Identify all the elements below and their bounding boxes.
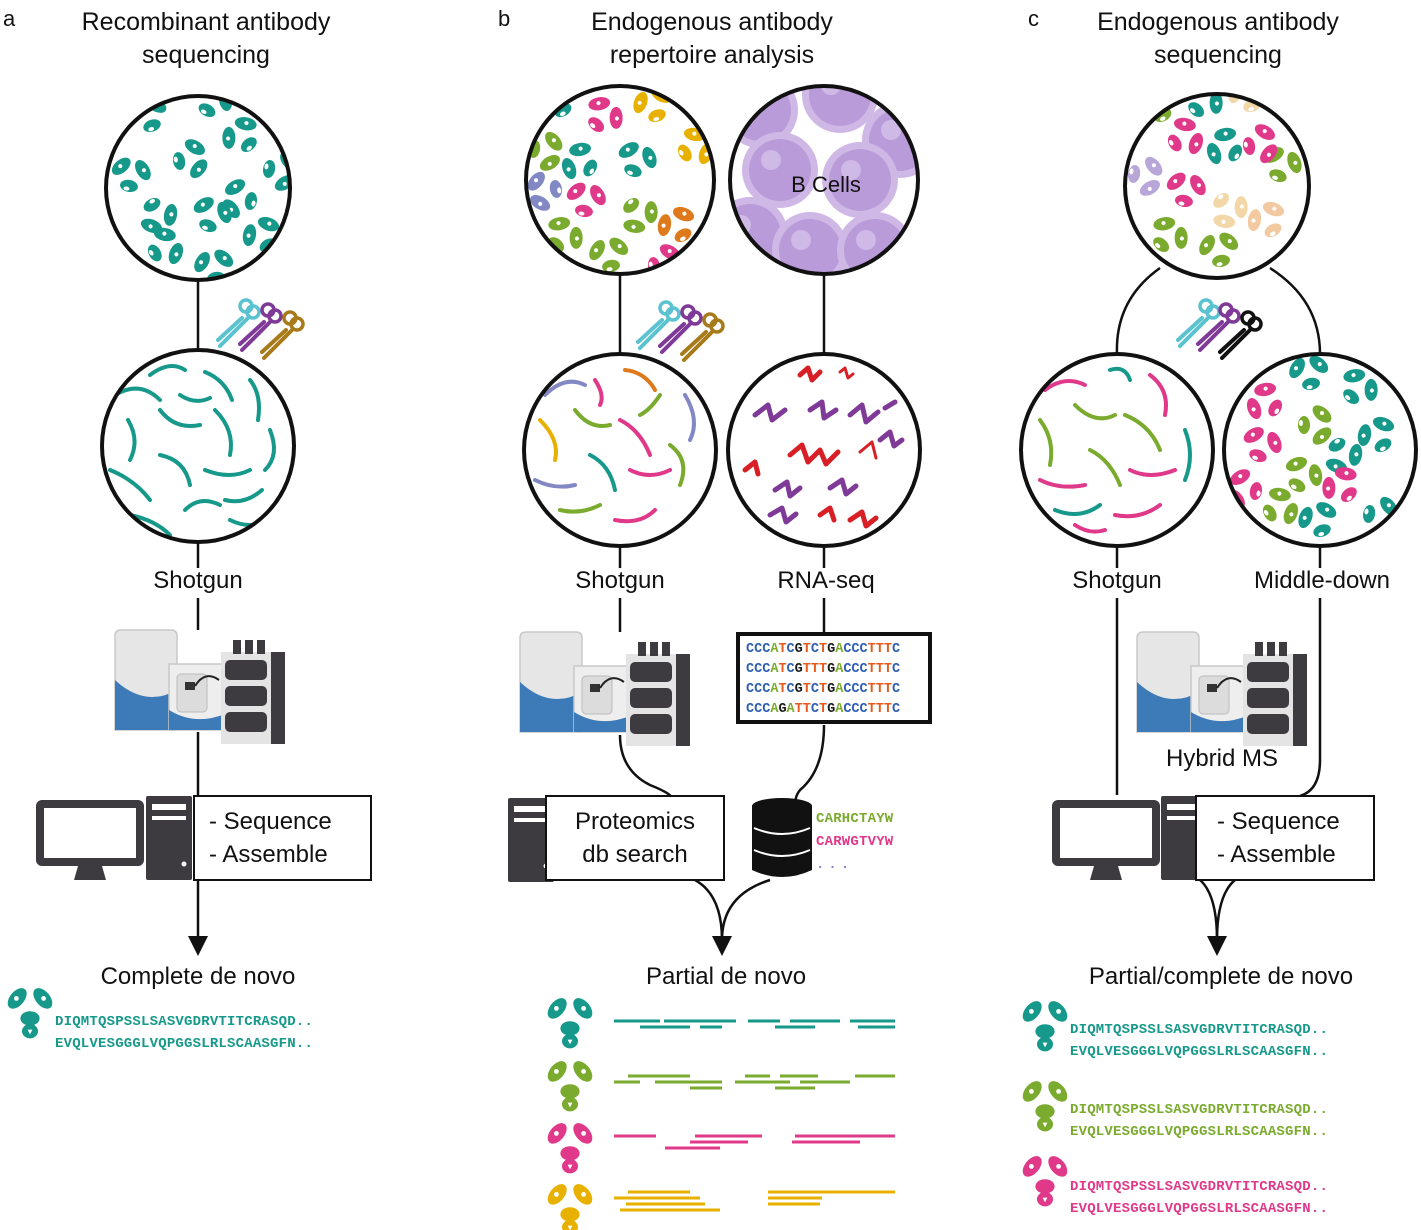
database-icon — [752, 798, 812, 877]
rna-read: CCCATCGTTTGACCCTTTC — [746, 662, 901, 677]
db-more: ... — [816, 857, 854, 873]
panel-b-graphics — [508, 84, 922, 1230]
mass-spectrometer-c — [1136, 631, 1308, 747]
scissors-c — [1176, 298, 1263, 360]
panel-c-title-line2: sequencing — [1154, 41, 1282, 69]
panel-b-letter: b — [498, 6, 511, 31]
panel-a-graphics — [3, 94, 305, 1039]
panel-b-title: Endogenous antibody repertoire analysis — [591, 6, 833, 72]
panel-c-box-line1: - Sequence — [1217, 808, 1340, 835]
computer-monitor-a — [36, 800, 144, 880]
scissors-b — [636, 300, 725, 362]
peptide-circle-b — [533, 368, 696, 524]
panel-a-title-line1: Recombinant antibody — [81, 8, 331, 36]
panel-c-green-seq2: EVQLVESGGGLVQPGGSLRLSCAASGFN.. — [1070, 1124, 1329, 1140]
panel-c-pink-seq2: EVQLVESGGGLVQPGGSLRLSCAASGFN.. — [1070, 1201, 1329, 1217]
panel-c-teal-seq2: EVQLVESGGGLVQPGGSLRLSCAASGFN.. — [1070, 1044, 1329, 1060]
panel-c-box-line2: - Assemble — [1217, 841, 1336, 868]
panel-c-teal-seq1: DIQMTQSPSSLSASVGDRVTITCRASQD.. — [1070, 1022, 1329, 1038]
panel-b-result-label: Partial de novo — [645, 963, 807, 990]
panel-c-title-line1: Endogenous antibody — [1097, 8, 1339, 36]
panel-c-green-seq1: DIQMTQSPSSLSASVGDRVTITCRASQD.. — [1070, 1102, 1329, 1118]
panel-c-result-label: Partial/complete de novo — [1088, 963, 1354, 990]
scissors-a — [216, 298, 305, 360]
panel-c-letter: c — [1028, 6, 1039, 31]
panel-b-method-left: Shotgun — [575, 567, 665, 594]
panel-b-box-line1: Proteomics — [574, 808, 696, 835]
panel-b-analysis-box: Proteomics db search — [545, 795, 725, 881]
panel-c-graphics — [1018, 92, 1418, 1207]
rna-read: CCCATCGTCTGACCCTTTC — [746, 682, 901, 697]
mass-spectrometer-a — [114, 629, 286, 745]
panel-c-sequences-pink: DIQMTQSPSSLSASVGDRVTITCRASQD.. EVQLVESGG… — [1070, 1176, 1328, 1220]
coverage-lines-pink — [614, 1134, 895, 1150]
panel-a-title-line2: sequencing — [142, 41, 270, 69]
panel-a-method-label: Shotgun — [153, 567, 243, 594]
antibody-results-c — [1018, 997, 1072, 1207]
rna-seq-reads-box: CCCATCGTCTGACCCTTTC CCCATCGTTTGACCCTTTC … — [736, 632, 932, 724]
panel-a-title: Recombinant antibody sequencing — [82, 6, 331, 72]
antibody-results-b — [543, 994, 597, 1230]
panel-c-sequences-green: DIQMTQSPSSLSASVGDRVTITCRASQD.. EVQLVESGG… — [1070, 1099, 1328, 1143]
computer-tower-a — [146, 796, 192, 880]
panel-a-box-line1: - Sequence — [209, 808, 332, 835]
panel-a-seq2: EVQLVESGGGLVQPGGSLRLSCAASGFN.. — [55, 1036, 314, 1052]
coverage-lines-teal — [614, 1019, 895, 1029]
antibody-result-a — [3, 984, 57, 1039]
peptide-circle-c — [1038, 366, 1192, 534]
b-cells-label: B Cells — [791, 172, 861, 197]
panel-b-title-line2: repertoire analysis — [609, 41, 815, 69]
coverage-lines-green — [614, 1074, 895, 1090]
peptide-circle-a — [108, 364, 276, 537]
panel-a-box-line2: - Assemble — [209, 841, 328, 868]
coverage-lines-yellow — [614, 1190, 895, 1212]
mass-spectrometer-b — [519, 631, 691, 747]
hybrid-ms-label: Hybrid MS — [1165, 745, 1279, 772]
panel-b-title-line1: Endogenous antibody — [591, 8, 833, 36]
panel-b-method-right: RNA-seq — [777, 567, 875, 594]
panel-a-letter: a — [3, 6, 16, 31]
panel-c-title: Endogenous antibody sequencing — [1097, 6, 1339, 72]
db-seq2: CARWGTVYW — [816, 834, 894, 850]
db-seq1: CARHCTAYW — [816, 811, 894, 827]
database-sequences: CARHCTAYW CARWGTVYW ... — [816, 808, 893, 877]
endogenous-antibody-circle-c — [1125, 94, 1309, 271]
panel-c-method-left: Shotgun — [1072, 567, 1162, 594]
rna-read: CCCAGATTCTGACCCTTTC — [746, 702, 901, 717]
panel-a-seq1: DIQMTQSPSSLSASVGDRVTITCRASQD.. — [55, 1014, 314, 1030]
rna-read: CCCATCGTCTGACCCTTTC — [746, 642, 901, 657]
panel-a-sequences: DIQMTQSPSSLSASVGDRVTITCRASQD.. EVQLVESGG… — [55, 1011, 313, 1055]
panel-a-result-label: Complete de novo — [100, 963, 296, 990]
panel-b-box-line2: db search — [582, 841, 688, 868]
panel-a-analysis-box: - Sequence - Assemble — [193, 795, 372, 881]
computer-monitor-c — [1052, 800, 1160, 880]
panel-c-sequences-teal: DIQMTQSPSSLSASVGDRVTITCRASQD.. EVQLVESGG… — [1070, 1019, 1328, 1063]
endogenous-antibody-circle-b — [526, 86, 714, 274]
rna-circle-b — [742, 365, 905, 529]
panel-c-method-right: Middle-down — [1253, 567, 1391, 594]
panel-c-analysis-box: - Sequence - Assemble — [1195, 795, 1375, 881]
panel-c-pink-seq1: DIQMTQSPSSLSASVGDRVTITCRASQD.. — [1070, 1179, 1329, 1195]
